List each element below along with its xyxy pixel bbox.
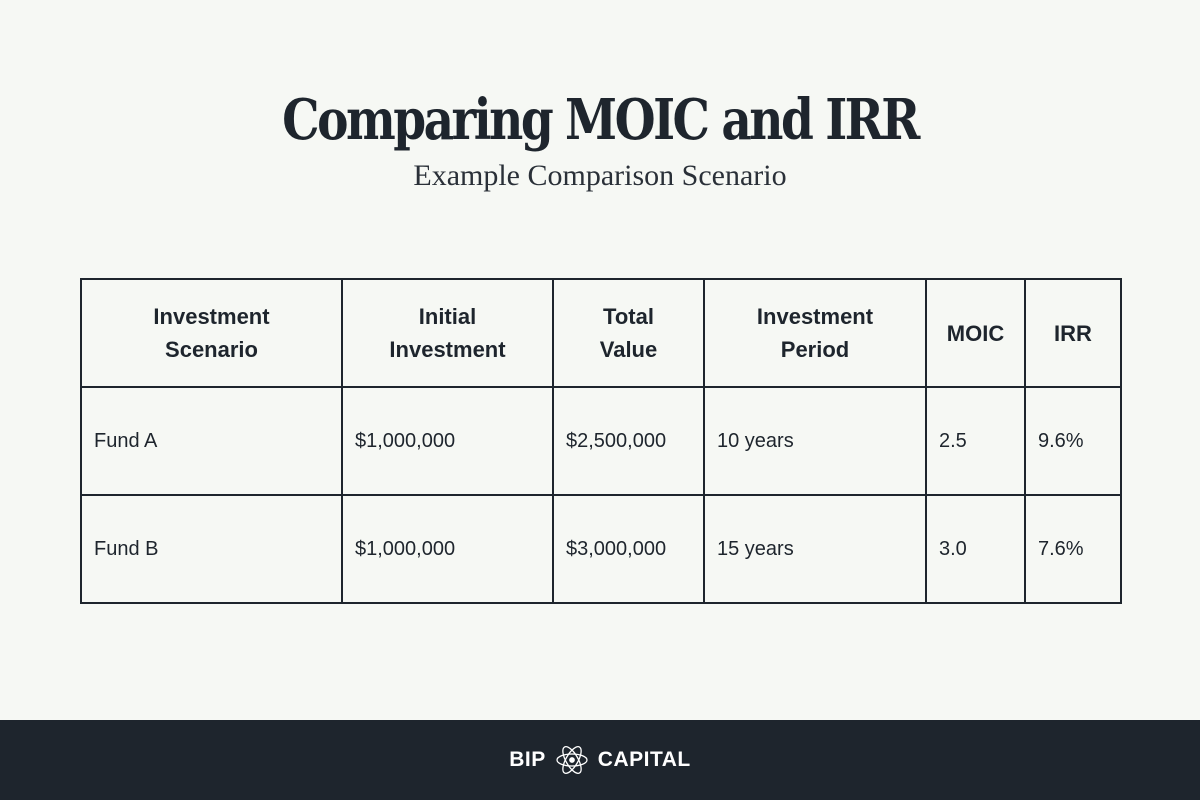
column-header-line: Investment	[756, 304, 874, 329]
cell-initial-investment: $1,000,000	[341, 494, 554, 604]
page-title: Comparing MOIC and IRR	[282, 87, 920, 153]
column-header-line: Scenario	[165, 337, 258, 362]
column-header-line: Investment	[153, 304, 270, 329]
column-header-irr: IRR	[1024, 278, 1122, 388]
column-header-initial-investment: Initial Investment	[341, 278, 554, 388]
cell-scenario: Fund B	[80, 494, 343, 604]
column-header-investment-period: Investment Period	[703, 278, 927, 388]
page-subtitle: Example Comparison Scenario	[413, 159, 787, 192]
column-header-line: Initial	[418, 304, 477, 329]
column-header-moic: MOIC	[925, 278, 1026, 388]
cell-scenario: Fund A	[80, 386, 343, 496]
cell-moic: 3.0	[925, 494, 1026, 604]
column-header-line: Investment	[389, 337, 506, 362]
brand-name-right: CAPITAL	[597, 748, 691, 771]
cell-irr: 9.6%	[1024, 386, 1122, 496]
cell-investment-period: 10 years	[703, 386, 927, 496]
brand-name-left: BIP	[509, 748, 546, 771]
table-row: Fund B $1,000,000 $3,000,000 15 years 3.…	[80, 494, 1122, 604]
column-header-investment-scenario: Investment Scenario	[80, 278, 343, 388]
cell-investment-period: 15 years	[703, 494, 927, 604]
table-row: Fund A $1,000,000 $2,500,000 10 years 2.…	[80, 386, 1122, 496]
cell-total-value: $2,500,000	[552, 386, 705, 496]
footer-bar: BIP CAPITAL	[0, 720, 1200, 800]
atom-icon	[554, 742, 590, 778]
table-header-row: Investment Scenario Initial Investment T…	[80, 278, 1122, 388]
column-header-line: Total	[603, 304, 654, 329]
cell-total-value: $3,000,000	[552, 494, 705, 604]
column-header-line: Period	[780, 337, 850, 362]
column-header-total-value: Total Value	[552, 278, 705, 388]
column-header-line: IRR	[1054, 320, 1092, 346]
cell-irr: 7.6%	[1024, 494, 1122, 604]
column-header-line: Value	[599, 337, 658, 362]
cell-initial-investment: $1,000,000	[341, 386, 554, 496]
column-header-line: MOIC	[946, 320, 1005, 346]
cell-moic: 2.5	[925, 386, 1026, 496]
comparison-table: Investment Scenario Initial Investment T…	[80, 278, 1122, 604]
